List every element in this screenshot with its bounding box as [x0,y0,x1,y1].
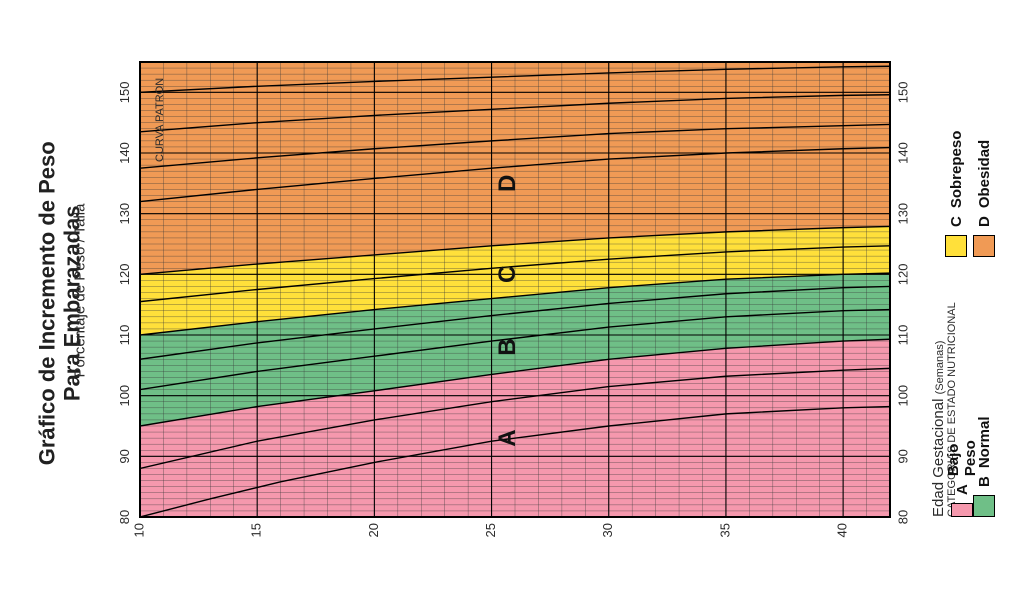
legend-swatch-b [973,495,995,517]
svg-text:80: 80 [117,510,132,524]
legend-label-b: Normal [976,416,993,468]
chart-plot: ABCD809010011012013014015080901001101201… [0,0,1020,616]
svg-text:110: 110 [896,325,911,346]
svg-text:150: 150 [896,81,911,103]
svg-text:120: 120 [896,263,911,285]
svg-text:20: 20 [366,523,381,537]
svg-text:140: 140 [117,142,132,164]
legend-key-b: B [976,476,993,487]
legend-key-c: C [948,216,965,227]
svg-text:80: 80 [896,510,911,524]
svg-text:130: 130 [896,203,911,225]
legend-key-a: A [954,484,971,495]
curva-patron-label: CURVA PATRON [154,78,166,162]
svg-text:25: 25 [483,523,498,537]
svg-text:A: A [494,429,521,446]
svg-text:150: 150 [117,81,132,103]
svg-text:15: 15 [249,523,264,537]
svg-text:110: 110 [117,325,132,346]
legend-label-c: Sobrepeso [948,131,965,209]
svg-text:40: 40 [835,523,850,537]
legend-swatch-a [951,503,973,517]
legend-swatch-d [973,235,995,257]
svg-text:100: 100 [117,385,132,407]
svg-text:140: 140 [896,142,911,164]
svg-text:90: 90 [896,449,911,463]
svg-text:C: C [494,266,521,283]
x-axis-unit: (Semanas) [934,341,946,395]
legend-key-d: D [976,216,993,227]
legend-item-b: B Normal [973,416,995,517]
svg-text:130: 130 [117,203,132,225]
svg-text:35: 35 [717,523,732,537]
svg-text:30: 30 [600,523,615,537]
legend-item-c: C Sobrepeso [945,131,967,257]
legend-swatch-c [945,235,967,257]
svg-text:D: D [494,175,521,192]
legend-label-d: Obesidad [976,140,993,208]
svg-text:100: 100 [896,385,911,407]
svg-text:120: 120 [117,263,132,285]
legend-item-d: D Obesidad [973,140,995,257]
svg-text:90: 90 [117,449,132,463]
svg-text:10: 10 [131,523,146,537]
svg-text:B: B [494,338,521,355]
